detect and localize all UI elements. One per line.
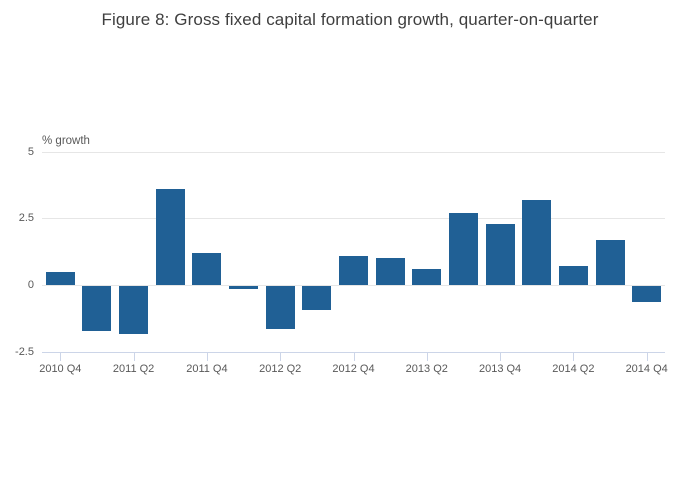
x-tick-2014-q2 — [573, 352, 575, 361]
bar-2014-q1[interactable] — [522, 199, 552, 285]
bar-2012-q2[interactable] — [265, 286, 295, 329]
bar-2014-q2[interactable] — [558, 266, 588, 285]
bar-2014-q3[interactable] — [595, 239, 625, 285]
x-tick-label-2014-q2: 2014 Q2 — [552, 362, 595, 375]
bar-2010-q4[interactable] — [45, 271, 75, 285]
x-tick-2013-q2 — [426, 352, 428, 361]
gridline-y-2.5 — [42, 218, 665, 220]
x-tick-2013-q4 — [500, 352, 502, 361]
x-tick-label-2014-q4: 2014 Q4 — [625, 362, 668, 375]
x-tick-2014-q4 — [646, 352, 648, 361]
gridline-y-5 — [42, 151, 665, 153]
x-tick-label-2012-q4: 2012 Q4 — [332, 362, 375, 375]
x-tick-2011-q4 — [206, 352, 208, 361]
x-tick-2012-q4 — [353, 352, 355, 361]
x-tick-2010-q4 — [60, 352, 62, 361]
chart-title: Figure 8: Gross fixed capital formation … — [101, 10, 599, 29]
bar-2011-q2[interactable] — [119, 286, 149, 335]
bar-2012-q4[interactable] — [339, 255, 368, 285]
y-axis-title: % growth — [42, 135, 90, 147]
x-tick-2012-q2 — [280, 352, 282, 361]
x-axis-line — [42, 351, 665, 353]
bar-2013-q2[interactable] — [412, 268, 442, 285]
y-tick-label-2.5: 2.5 — [18, 212, 34, 225]
bar-2012-q1[interactable] — [229, 286, 259, 289]
x-tick-label-2013-q2: 2013 Q2 — [405, 362, 448, 375]
y-tick-label-0: 0 — [27, 279, 34, 291]
x-tick-label-2011-q2: 2011 Q2 — [112, 362, 155, 375]
x-tick-label-2011-q4: 2011 Q4 — [186, 362, 228, 375]
bar-2012-q3[interactable] — [302, 286, 332, 311]
x-tick-2011-q2 — [133, 352, 135, 361]
bar-2011-q1[interactable] — [82, 286, 112, 332]
bar-2011-q3[interactable] — [155, 188, 185, 285]
y-tick-label-5: 5 — [27, 145, 34, 158]
bar-2014-q4[interactable] — [632, 286, 662, 303]
x-tick-label-2010-q4: 2010 Q4 — [39, 362, 82, 375]
bar-2013-q1[interactable] — [375, 258, 405, 285]
x-tick-label-2013-q4: 2013 Q4 — [478, 362, 522, 375]
x-tick-label-2012-q2: 2012 Q2 — [259, 362, 302, 375]
y-tick-label--2.5: -2.5 — [15, 345, 34, 358]
bar-2013-q4[interactable] — [485, 223, 515, 285]
bar-2011-q4[interactable] — [192, 252, 222, 285]
bar-2013-q3[interactable] — [448, 212, 478, 285]
gridline-y-0 — [42, 285, 665, 286]
